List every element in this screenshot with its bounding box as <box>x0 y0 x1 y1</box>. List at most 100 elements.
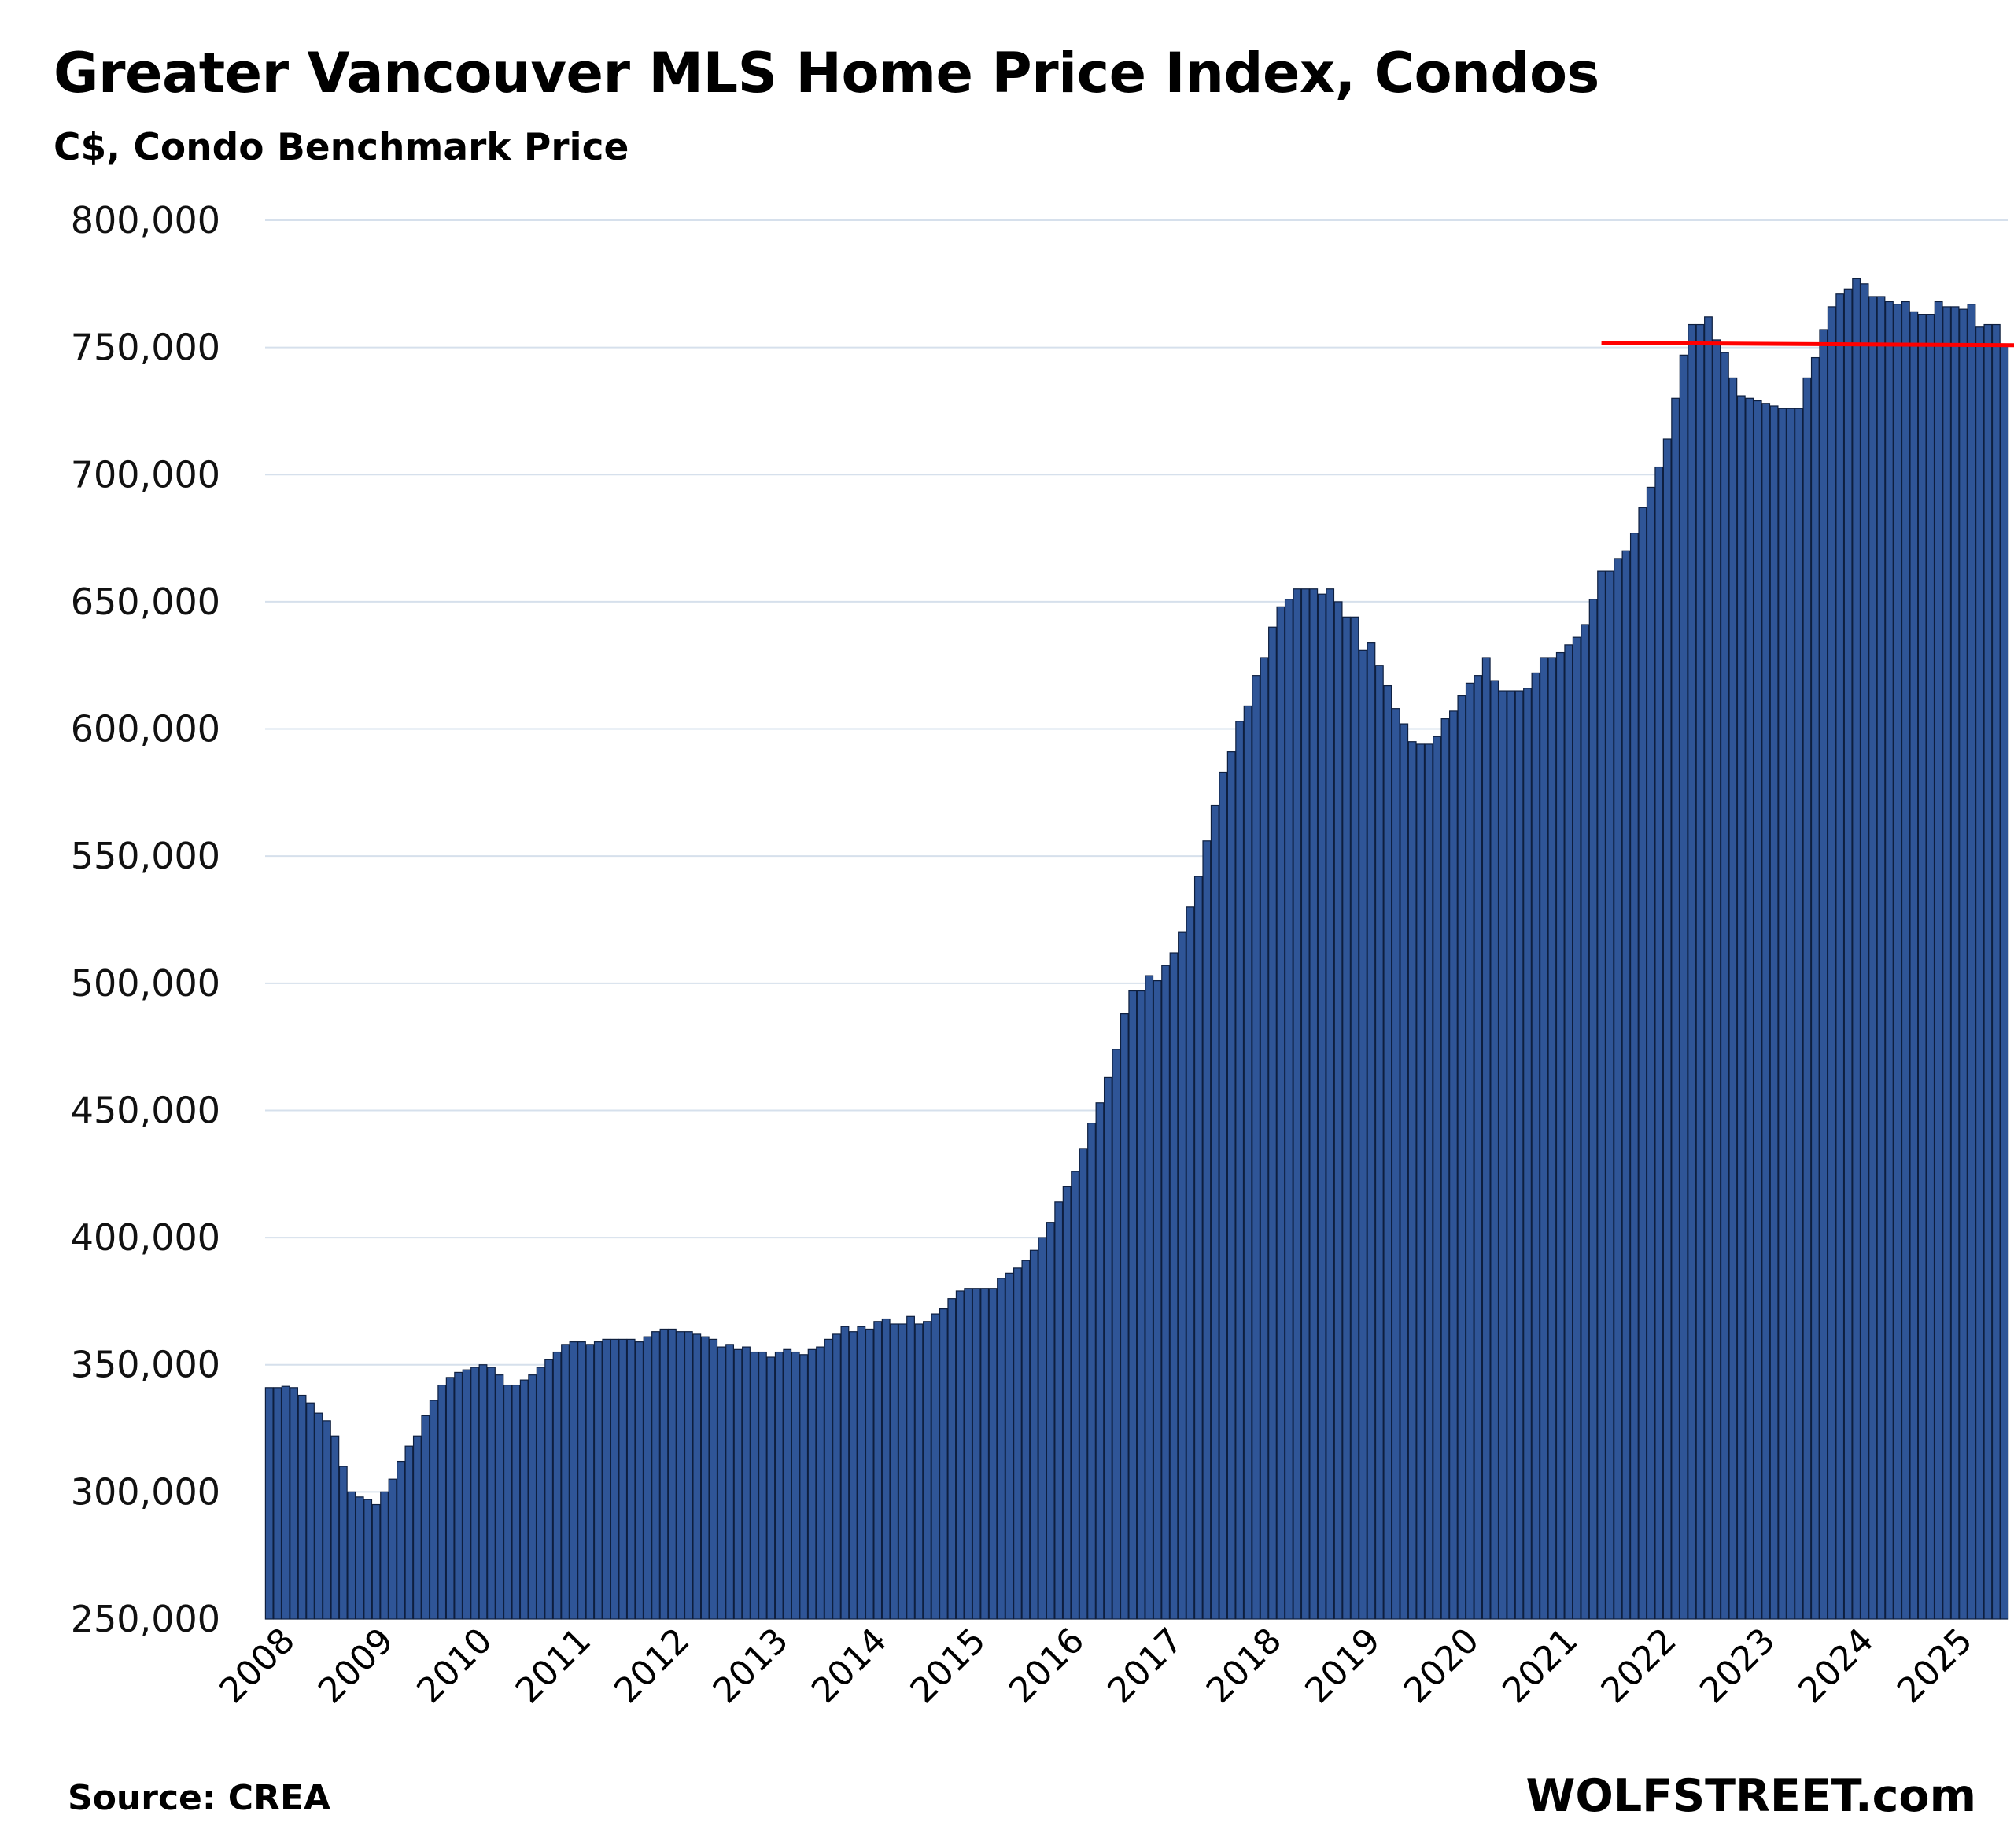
bar <box>1260 657 1269 1620</box>
bar <box>1704 316 1713 1620</box>
y-tick-label: 300,000 <box>71 1470 220 1513</box>
bar <box>454 1371 463 1620</box>
bar <box>470 1367 479 1620</box>
bar <box>1514 690 1524 1620</box>
bar <box>397 1460 405 1620</box>
bar <box>1934 301 1943 1620</box>
bar <box>1909 311 1919 1620</box>
bar <box>264 1387 274 1620</box>
bar <box>832 1333 841 1620</box>
bar <box>1054 1201 1064 1620</box>
bar <box>1342 616 1351 1620</box>
bar <box>1046 1222 1055 1620</box>
y-tick-label: 400,000 <box>71 1216 220 1259</box>
x-tick-label: 2019 <box>1297 1621 1388 1711</box>
bar <box>1202 840 1212 1620</box>
bar <box>939 1308 948 1620</box>
bar <box>1079 1148 1088 1620</box>
bar <box>881 1318 891 1620</box>
bar <box>544 1359 554 1620</box>
bar <box>1597 570 1606 1620</box>
reference-line <box>1601 341 2014 348</box>
bar <box>1013 1267 1022 1620</box>
bar <box>511 1384 521 1620</box>
bar <box>1917 314 1927 1620</box>
bar <box>840 1326 850 1620</box>
bar <box>676 1331 685 1620</box>
bar <box>667 1328 677 1620</box>
bar <box>593 1341 603 1620</box>
source-note: Source: CREA <box>68 1778 331 1818</box>
bar <box>1629 533 1639 1620</box>
bar <box>445 1377 455 1620</box>
bar <box>1638 507 1647 1620</box>
bar <box>997 1278 1005 1620</box>
bar <box>1326 588 1335 1620</box>
bar <box>1400 723 1409 1620</box>
bar <box>1753 400 1762 1620</box>
bar <box>1178 931 1186 1620</box>
bar <box>1736 395 1746 1620</box>
bar <box>355 1496 364 1620</box>
bar <box>1440 718 1450 1620</box>
bar <box>1284 599 1293 1620</box>
bar <box>306 1402 315 1620</box>
bar <box>1424 743 1433 1620</box>
bar <box>1679 354 1688 1620</box>
bar <box>429 1400 438 1620</box>
bar <box>290 1387 299 1620</box>
bar <box>404 1445 414 1620</box>
bar <box>1112 1049 1121 1620</box>
bar <box>635 1341 644 1620</box>
x-axis: 2008 2009 2010 2011 2012 2013 2014 2015 2016 2017… <box>212 1621 1981 1711</box>
bar <box>1795 408 1803 1620</box>
x-tick-label: 2023 <box>1692 1621 1783 1711</box>
bar <box>898 1323 907 1620</box>
bar <box>519 1379 529 1620</box>
bar <box>478 1364 488 1620</box>
bar <box>692 1333 702 1620</box>
bar <box>848 1331 858 1620</box>
bar <box>709 1338 718 1620</box>
bar <box>1827 306 1836 1620</box>
bar <box>1374 665 1384 1620</box>
bar <box>914 1323 924 1620</box>
bar <box>1720 352 1729 1620</box>
x-tick-label: 2020 <box>1396 1621 1487 1711</box>
bar <box>1433 736 1441 1620</box>
bar <box>1819 329 1828 1620</box>
bar <box>421 1415 430 1620</box>
bar <box>1531 672 1540 1620</box>
bar <box>1161 965 1171 1620</box>
bar <box>659 1328 669 1620</box>
bar <box>314 1412 323 1620</box>
bar <box>1276 606 1285 1620</box>
bar <box>437 1384 447 1620</box>
bar <box>1062 1186 1072 1620</box>
bar <box>1317 593 1326 1620</box>
bar <box>774 1351 784 1620</box>
bar <box>1407 741 1417 1620</box>
bar <box>380 1491 389 1620</box>
bar <box>1235 721 1245 1620</box>
bar <box>1688 323 1696 1620</box>
bar <box>1695 323 1705 1620</box>
bar <box>536 1367 545 1620</box>
bar <box>1145 975 1154 1620</box>
y-tick-label: 500,000 <box>71 962 220 1005</box>
x-tick-label: 2017 <box>1100 1621 1190 1711</box>
x-tick-label: 2014 <box>804 1621 894 1711</box>
bar <box>371 1503 381 1620</box>
bar <box>1490 680 1499 1620</box>
bar <box>955 1290 965 1620</box>
bar <box>1333 601 1343 1620</box>
bar <box>725 1344 735 1620</box>
bar <box>1169 952 1179 1620</box>
bar <box>1029 1249 1038 1620</box>
x-tick-label: 2012 <box>607 1621 697 1711</box>
bar <box>1300 588 1310 1620</box>
bar <box>495 1374 504 1620</box>
bar <box>626 1338 636 1620</box>
bar <box>1219 771 1228 1620</box>
bar <box>857 1326 866 1620</box>
